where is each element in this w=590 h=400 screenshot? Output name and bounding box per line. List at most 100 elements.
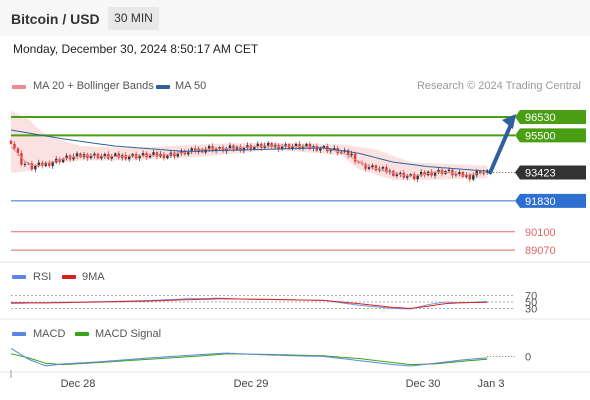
candle-body	[472, 175, 475, 180]
price-tag-text-95500: 95500	[525, 130, 556, 142]
candle-body	[447, 169, 451, 172]
candle-body	[465, 174, 468, 177]
candle-body	[277, 144, 280, 150]
candle-body	[385, 167, 388, 173]
candle-body	[16, 148, 20, 154]
candle-body	[162, 153, 166, 159]
candle-body	[364, 163, 367, 169]
macd-zero-label: 0	[525, 352, 531, 364]
candle-body	[127, 156, 131, 160]
ma50-swatch	[156, 85, 170, 89]
candle-body	[319, 148, 322, 151]
rsi-ma-line	[10, 298, 488, 309]
candle-body	[253, 146, 256, 150]
rsi-ma-swatch	[62, 275, 76, 279]
candle-body	[301, 146, 305, 149]
candle-body	[267, 142, 270, 146]
candle-body	[131, 154, 134, 157]
candle-body	[329, 149, 332, 152]
candle-body	[381, 167, 385, 169]
x-tick-label: Jan 3	[478, 378, 505, 390]
candle-body	[190, 148, 193, 152]
candle-body	[392, 170, 395, 176]
candle-body	[291, 146, 294, 149]
candle-body	[218, 147, 221, 150]
title-bar: Bitcoin / USD 30 MIN	[0, 0, 590, 36]
candle-body	[336, 148, 339, 154]
candle-body	[138, 155, 141, 159]
ma20-swatch	[12, 85, 26, 89]
instrument-title: Bitcoin / USD	[11, 11, 100, 27]
macd-signal-swatch	[75, 332, 89, 336]
candle-body	[395, 174, 399, 176]
candle-body	[350, 153, 353, 156]
candle-body	[346, 150, 350, 156]
candle-body	[305, 143, 308, 147]
candle-body	[20, 153, 23, 165]
candle-body	[103, 153, 107, 157]
legend-ma50: MA 50	[175, 80, 207, 92]
forecast-arrow	[488, 119, 514, 175]
candle-body	[187, 151, 190, 155]
candle-body	[256, 143, 259, 147]
timeframe-badge[interactable]: 30 MIN	[108, 7, 159, 30]
candle-body	[437, 169, 440, 173]
candle-body	[93, 153, 96, 156]
bollinger-band	[11, 110, 488, 180]
candle-body	[79, 153, 82, 158]
candle-body	[270, 142, 273, 148]
candle-body	[409, 174, 412, 176]
candle-body	[294, 143, 298, 147]
candle-body	[242, 147, 246, 151]
forecast-arrowhead	[502, 113, 516, 129]
candle-body	[468, 174, 472, 180]
price-tag-96530	[515, 109, 586, 124]
candle-body	[51, 162, 54, 166]
candle-body	[413, 174, 416, 180]
candle-body	[152, 152, 155, 155]
candle-body	[430, 171, 433, 176]
candle-body	[406, 175, 409, 178]
candle-body	[114, 153, 117, 157]
candle-body	[479, 170, 482, 174]
candle-body	[239, 146, 242, 151]
candle-body	[374, 165, 378, 171]
candle-body	[280, 146, 284, 150]
candle-body	[37, 162, 41, 166]
candle-body	[284, 144, 287, 147]
price-tag-95500	[515, 128, 586, 143]
rsi-swatch	[12, 275, 26, 279]
rsi-level-label: 50	[525, 297, 537, 309]
candle-body	[228, 145, 232, 149]
candle-body	[58, 158, 61, 163]
price-tag-text-91830: 91830	[525, 196, 556, 208]
candle-body	[419, 171, 423, 176]
candle-body	[155, 152, 159, 157]
candle-body	[173, 152, 176, 157]
candle-body	[214, 149, 218, 151]
candle-body	[166, 155, 169, 159]
macd-swatch	[12, 332, 26, 336]
candle-body	[367, 167, 371, 169]
price-tag-93423	[515, 165, 586, 180]
candle-body	[75, 153, 79, 157]
candle-body	[110, 156, 113, 159]
candle-body	[357, 161, 360, 163]
rsi-level-label: 30	[525, 303, 537, 315]
candle-body	[225, 148, 228, 152]
candle-body	[48, 162, 51, 166]
candle-body	[34, 165, 37, 170]
candle-body	[65, 155, 68, 159]
candle-body	[475, 170, 478, 176]
price-tag-text-93423: 93423	[525, 167, 556, 179]
candle-body	[308, 143, 312, 149]
legend-rsi-ma: 9MA	[82, 271, 105, 283]
candle-body	[451, 169, 454, 176]
price-tag-text-96530: 96530	[525, 112, 556, 124]
rsi-level-label: 70	[525, 291, 537, 303]
copyright: Research © 2024 Trading Central	[416, 80, 581, 92]
candle-body	[148, 154, 152, 158]
price-label-90100: 90100	[525, 227, 556, 239]
candle-body	[433, 172, 437, 176]
